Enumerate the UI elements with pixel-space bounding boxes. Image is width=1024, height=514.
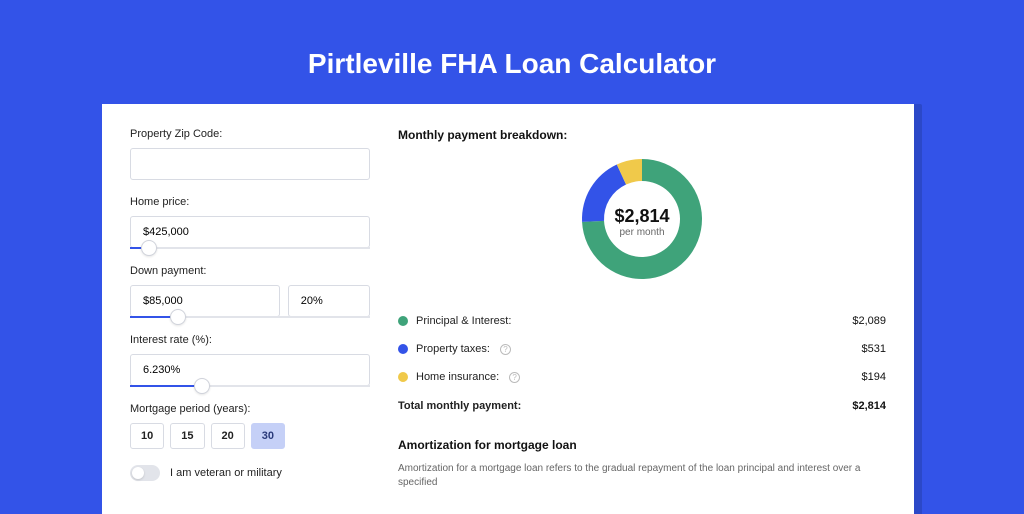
donut-sub: per month <box>614 227 669 238</box>
interest-rate-input[interactable] <box>130 354 370 386</box>
breakdown-row-label: Home insurance: <box>416 371 499 383</box>
info-icon[interactable]: ? <box>509 372 520 383</box>
breakdown-dot <box>398 316 408 326</box>
veteran-label: I am veteran or military <box>170 467 282 479</box>
page-title: Pirtleville FHA Loan Calculator <box>0 0 1024 104</box>
home-price-slider-thumb[interactable] <box>141 240 157 256</box>
mortgage-period-btn-10[interactable]: 10 <box>130 423 164 449</box>
zip-input[interactable] <box>130 148 370 180</box>
total-label: Total monthly payment: <box>398 400 521 412</box>
mortgage-period-field-group: Mortgage period (years): 1015 2030 <box>130 403 370 449</box>
calculator-card: Property Zip Code: Home price: Down paym… <box>102 104 914 514</box>
mortgage-period-btn-30[interactable]: 30 <box>251 423 285 449</box>
breakdown-row-value: $2,089 <box>852 315 886 327</box>
home-price-input[interactable] <box>130 216 370 248</box>
zip-field-group: Property Zip Code: <box>130 128 370 180</box>
interest-rate-label: Interest rate (%): <box>130 334 370 346</box>
breakdown-row-label: Property taxes: <box>416 343 490 355</box>
zip-label: Property Zip Code: <box>130 128 370 140</box>
veteran-row: I am veteran or military <box>130 465 370 481</box>
mortgage-period-btn-20[interactable]: 20 <box>211 423 245 449</box>
home-price-field-group: Home price: <box>130 196 370 249</box>
breakdown-row: Property taxes:? $531 <box>398 335 886 363</box>
breakdown-row-value: $531 <box>862 343 886 355</box>
total-value: $2,814 <box>852 400 886 412</box>
mortgage-period-btn-15[interactable]: 15 <box>170 423 204 449</box>
interest-rate-slider-fill <box>130 385 202 387</box>
mortgage-period-buttons: 1015 2030 <box>130 423 370 449</box>
down-payment-label: Down payment: <box>130 265 370 277</box>
breakdown-dot <box>398 372 408 382</box>
breakdown-total-row: Total monthly payment: $2,814 <box>398 391 886 420</box>
home-price-slider[interactable] <box>130 247 370 249</box>
interest-rate-field-group: Interest rate (%): <box>130 334 370 387</box>
breakdown-column: Monthly payment breakdown: $2,814 per mo… <box>398 128 886 490</box>
breakdown-dot <box>398 344 408 354</box>
form-column: Property Zip Code: Home price: Down paym… <box>130 128 370 490</box>
breakdown-row: Home insurance:? $194 <box>398 363 886 391</box>
down-payment-slider-thumb[interactable] <box>170 309 186 325</box>
donut-chart: $2,814 per month <box>398 154 886 289</box>
amortization-text: Amortization for a mortgage loan refers … <box>398 462 886 490</box>
donut-amount: $2,814 <box>614 206 669 227</box>
breakdown-row-label: Principal & Interest: <box>416 315 511 327</box>
mortgage-period-label: Mortgage period (years): <box>130 403 370 415</box>
breakdown-row-value: $194 <box>862 371 886 383</box>
down-payment-slider[interactable] <box>130 316 370 318</box>
info-icon[interactable]: ? <box>500 344 511 355</box>
amortization-title: Amortization for mortgage loan <box>398 438 886 452</box>
interest-rate-slider-thumb[interactable] <box>194 378 210 394</box>
card-shadow: Property Zip Code: Home price: Down paym… <box>102 104 922 514</box>
down-payment-input[interactable] <box>130 285 280 317</box>
interest-rate-slider[interactable] <box>130 385 370 387</box>
down-payment-percent-input[interactable] <box>288 285 370 317</box>
breakdown-title: Monthly payment breakdown: <box>398 128 886 142</box>
breakdown-rows: Principal & Interest: $2,089 Property taxe… <box>398 307 886 391</box>
down-payment-field-group: Down payment: <box>130 265 370 318</box>
veteran-toggle[interactable] <box>130 465 160 481</box>
home-price-label: Home price: <box>130 196 370 208</box>
veteran-toggle-knob <box>132 467 144 479</box>
breakdown-row: Principal & Interest: $2,089 <box>398 307 886 335</box>
donut-center: $2,814 per month <box>614 206 669 238</box>
